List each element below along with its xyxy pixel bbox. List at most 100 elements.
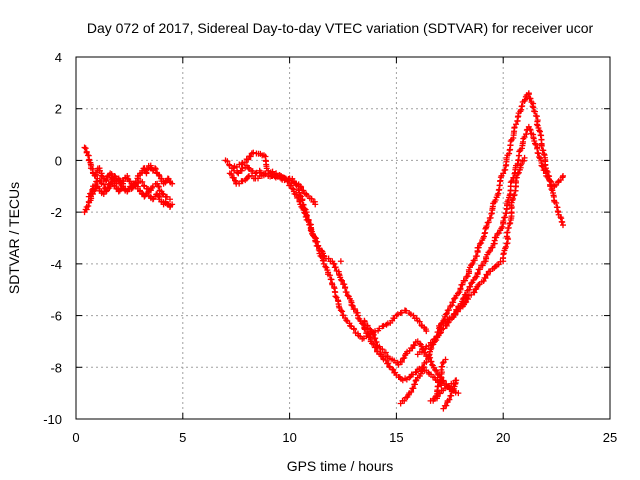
data-point <box>468 262 475 269</box>
data-point <box>445 316 452 323</box>
data-point <box>527 95 534 102</box>
data-point <box>468 280 475 287</box>
data-point <box>406 374 413 381</box>
data-point <box>247 153 254 160</box>
data-point <box>548 178 555 185</box>
data-point <box>364 322 371 329</box>
data-point <box>139 178 146 185</box>
data-point <box>152 165 159 172</box>
data-point <box>312 201 319 208</box>
data-point <box>343 317 350 324</box>
data-point <box>292 191 299 198</box>
data-point <box>559 219 566 226</box>
data-point <box>129 184 136 191</box>
data-point <box>82 145 89 152</box>
data-point <box>159 190 166 197</box>
data-point <box>531 140 538 147</box>
data-point <box>295 194 302 201</box>
data-point <box>484 271 491 278</box>
data-point <box>355 314 362 321</box>
data-point <box>298 183 305 190</box>
data-point <box>510 195 517 202</box>
y-tick-label: -2 <box>50 205 62 220</box>
data-point <box>398 358 405 365</box>
data-point <box>506 220 513 227</box>
data-point <box>230 174 237 181</box>
data-point <box>112 173 119 180</box>
data-point <box>401 397 408 404</box>
data-point <box>475 281 482 288</box>
data-point <box>469 260 476 267</box>
data-point <box>502 214 509 221</box>
data-point <box>500 218 507 225</box>
data-point <box>438 382 445 389</box>
data-point <box>226 161 233 168</box>
data-point <box>452 389 459 396</box>
data-point <box>403 307 410 314</box>
data-point <box>437 329 444 336</box>
data-point <box>348 301 355 308</box>
data-point <box>166 196 173 203</box>
data-point <box>547 178 554 185</box>
data-point <box>471 257 478 264</box>
y-tick-label: -10 <box>43 412 62 427</box>
data-point <box>448 392 455 399</box>
data-point <box>446 396 453 403</box>
data-point <box>429 361 436 368</box>
x-tick-label: 15 <box>389 430 403 445</box>
data-point <box>533 113 540 120</box>
data-point <box>131 181 138 188</box>
data-point <box>322 263 329 270</box>
data-point <box>502 243 509 250</box>
data-point <box>337 258 344 265</box>
data-point <box>476 266 483 273</box>
data-point <box>537 155 544 162</box>
data-point <box>394 311 401 318</box>
data-point <box>241 159 248 166</box>
data-point <box>147 164 154 171</box>
data-point <box>452 311 459 318</box>
data-point <box>471 289 478 296</box>
data-point <box>560 222 567 229</box>
data-point <box>540 147 547 154</box>
data-point <box>91 182 98 189</box>
data-point <box>436 378 443 385</box>
chart-title: Day 072 of 2017, Sidereal Day-to-day VTE… <box>87 20 594 36</box>
x-tick-label: 5 <box>179 430 186 445</box>
data-point <box>301 209 308 216</box>
data-point <box>416 318 423 325</box>
data-point <box>152 165 159 172</box>
data-point <box>234 169 241 176</box>
data-point <box>382 357 389 364</box>
data-point <box>376 325 383 332</box>
data-point <box>111 172 118 179</box>
data-point <box>420 363 427 370</box>
axis-ticks: 0 5 10 15 20 25 -10 -8 -6 -4 -2 0 2 4 <box>43 50 617 445</box>
data-point <box>513 174 520 181</box>
data-point <box>461 277 468 284</box>
data-point <box>553 199 560 206</box>
data-point <box>361 318 368 325</box>
data-point <box>431 366 438 373</box>
data-point <box>536 154 543 161</box>
data-point <box>412 381 419 388</box>
data-point <box>155 183 162 190</box>
data-point <box>408 388 415 395</box>
data-point <box>401 354 408 361</box>
y-axis-label: SDTVAR / TECUs <box>6 182 22 294</box>
data-point <box>515 169 522 176</box>
data-point <box>297 183 304 190</box>
data-point <box>507 179 514 186</box>
data-point <box>337 276 344 283</box>
data-point <box>436 330 443 337</box>
data-point <box>483 223 490 230</box>
data-point <box>495 230 502 237</box>
data-point <box>530 104 537 111</box>
data-point <box>85 193 92 200</box>
data-point <box>343 289 350 296</box>
data-point <box>479 262 486 269</box>
data-point <box>538 162 545 169</box>
data-point <box>307 221 314 228</box>
data-point <box>429 339 436 346</box>
